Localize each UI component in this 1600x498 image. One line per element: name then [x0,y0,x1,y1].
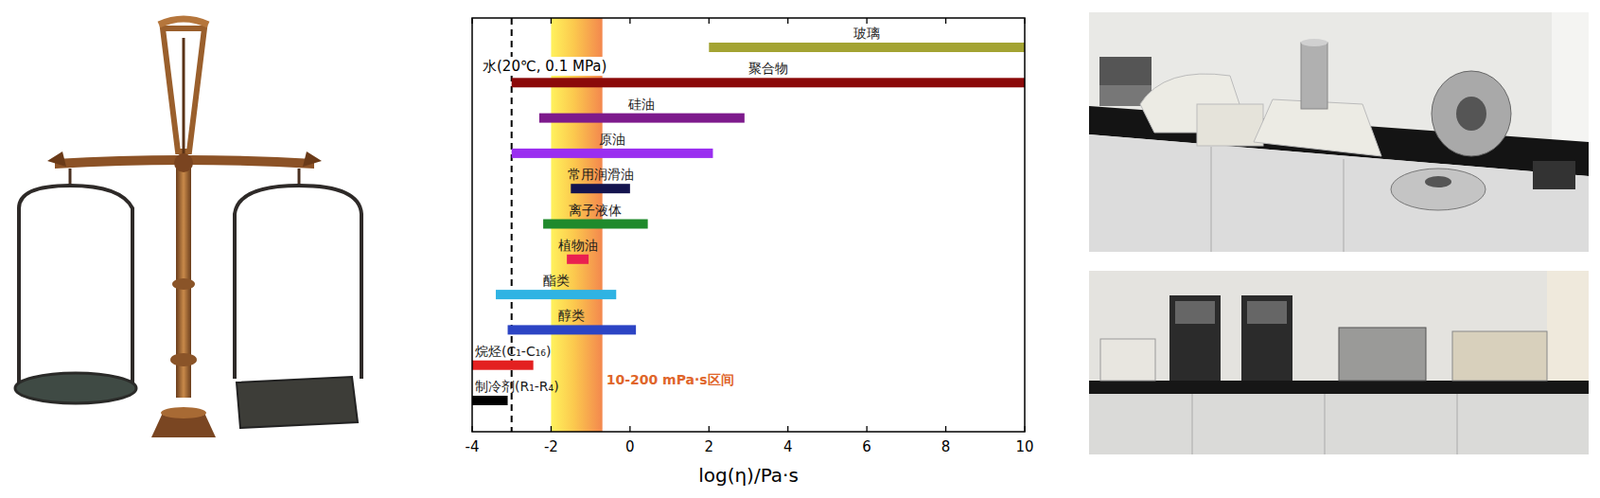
instrument [1099,56,1152,86]
tick-label: 6 [861,438,872,456]
bar-label: 醇类 [558,307,585,323]
box [1532,160,1576,190]
tick [550,425,552,432]
thermostat-panel [1247,300,1287,324]
thermostat [1241,295,1293,381]
tick-label: -4 [465,438,480,456]
cylinder [1301,42,1328,109]
reference-label-group: 水(20℃, 0.1 MPa) [480,56,609,76]
tray [236,376,358,428]
post-ring [170,352,197,367]
tick [708,425,710,432]
tick [1023,17,1025,24]
tick [629,425,631,432]
tick [945,17,947,24]
bar-label: 制冷剂(R₁-R₄) [474,378,560,394]
cabinet-line [1324,393,1326,455]
bar-label: 烷烃(C₁-C₁₆) [474,343,551,359]
tick-label: 10 [1015,438,1034,456]
tick-label: 2 [704,438,715,456]
tick [708,17,710,24]
tick [787,425,789,432]
tick [629,17,631,24]
bar-label: 聚合物 [748,60,789,76]
disk-hole [1456,96,1487,131]
bar-labels: 玻璃聚合物硅油原油常用润滑油离子液体植物油酯类醇类烷烃(C₁-C₁₆) 制冷剂(R… [474,25,880,394]
label-patch [480,56,609,76]
bar-label: 玻璃 [853,25,880,41]
cabinet-line [1211,146,1213,252]
bar-label: 硅油 [627,96,655,112]
disk [1431,70,1512,157]
instrument [1338,327,1426,381]
frame [472,17,1025,432]
base-top [160,406,207,419]
tick [865,425,867,432]
range-bar [472,360,534,370]
disk-hole [1424,175,1452,188]
thermostat-panel [1175,300,1215,324]
band-label: 10-200 mPa·s区间 [606,371,735,387]
bar-label: 离子液体 [568,202,622,218]
chart: 玻璃聚合物硅油原油常用润滑油离子液体植物油酯类醇类烷烃(C₁-C₁₆) 制冷剂(R… [465,17,1035,487]
range-bar [539,113,745,124]
disk-stack [1390,168,1486,211]
range-bar [570,183,631,194]
post-ring [172,278,195,290]
bar-label: 常用润滑油 [567,166,634,182]
wall [1089,12,1589,252]
tick-label: 8 [941,438,951,456]
cabinet-line [1457,393,1459,455]
cabinet-line [1192,393,1194,455]
wall [1089,270,1589,455]
tick [865,17,867,24]
cabinet [1089,393,1589,455]
marks [472,17,1025,432]
bar-label: 酯类 [543,272,570,288]
range-bar [508,324,637,335]
pan-frame [234,185,362,379]
pan-frame [18,185,133,388]
range-bar [566,254,589,264]
countertop [1089,380,1589,394]
tick [945,425,947,432]
tick [550,17,552,24]
instrument [1196,104,1264,146]
tick [471,425,473,432]
balance-illustration [15,18,362,438]
pointer [182,37,186,157]
tick-label: -2 [544,438,559,456]
x-axis-title: log(η)/Pa·s [698,463,799,487]
plot-bg [472,17,1025,432]
bar-label: 原油 [598,131,626,147]
x-axis: -4 -2 0 2 4 6 8 10 [465,17,1035,456]
cabinet [1089,134,1589,252]
thermostat [1169,295,1221,381]
tick-label: 4 [783,438,793,456]
bar-label: 植物油 [558,237,598,253]
cabinet-line [1343,158,1345,252]
pointer-arc [158,18,209,25]
instrument [1100,338,1156,381]
tick [787,17,789,24]
tick-label: 0 [625,438,635,456]
pan [15,372,137,404]
tick [1023,425,1025,432]
tick [471,17,473,24]
cylinder-top [1301,38,1328,47]
lab-photo-bottom [1089,270,1589,455]
reference-label: 水(20℃, 0.1 MPa) [482,57,607,75]
range-bar [511,77,1025,88]
lab-photo-top [1089,12,1589,252]
range-bar [472,395,509,405]
range-bar [511,148,714,159]
range-bar [708,42,1025,53]
instrument [1452,331,1548,381]
range-bar [495,289,616,299]
page: 玻璃聚合物硅油原油常用润滑油离子液体植物油酯类醇类烷烃(C₁-C₁₆) 制冷剂(R… [0,0,1600,498]
pivot [174,153,194,173]
range-bar [543,219,649,229]
